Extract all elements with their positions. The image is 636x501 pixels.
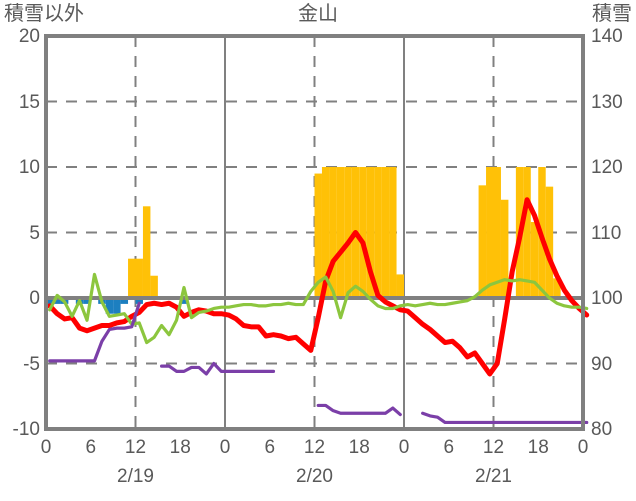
precipitation-bar-blue	[135, 298, 143, 304]
precipitation-bar-blue	[83, 298, 91, 304]
y-axis-right-tick: 100	[591, 288, 623, 309]
precipitation-bar-orange	[344, 167, 352, 298]
x-axis-tick: 6	[85, 437, 97, 458]
temperature-line-red	[47, 197, 590, 377]
precipitation-bar-orange	[321, 167, 330, 298]
line-series-group	[47, 197, 590, 425]
x-axis-tick: 6	[264, 437, 276, 458]
x-axis-tick: 18	[348, 437, 370, 458]
precipitation-bar-orange	[381, 167, 390, 298]
x-axis-day-label: 2/19	[117, 466, 154, 487]
y-axis-left-tick: -10	[12, 419, 40, 440]
y-axis-right-tick: 110	[591, 222, 622, 244]
precipitation-bar-orange	[336, 167, 345, 298]
plot-frame	[44, 34, 585, 431]
y-axis-left-tick: -5	[23, 353, 40, 375]
precipitation-bar-orange	[486, 167, 494, 298]
x-axis-tick: 18	[527, 437, 549, 458]
precipitation-bar-orange	[359, 167, 367, 298]
precipitation-bar-blue	[53, 298, 61, 304]
snow-depth-line-purple	[160, 361, 276, 376]
x-axis-tick: 0	[577, 437, 589, 458]
precipitation-bar-orange	[478, 185, 487, 298]
humidity-line-green	[48, 272, 589, 345]
precipitation-bar-orange	[389, 167, 397, 298]
precipitation-bar-orange	[530, 222, 539, 298]
bar-series-group	[46, 167, 561, 314]
y-axis-right-tick: 80	[591, 419, 613, 440]
x-axis-tick: 12	[124, 437, 147, 458]
x-axis-day-label: 2/20	[296, 466, 333, 487]
chart-title: 金山	[298, 3, 338, 25]
x-axis-day-label: 2/21	[475, 466, 512, 487]
precipitation-bar-orange	[128, 258, 136, 298]
y-axis-left-tick: 0	[29, 288, 40, 309]
y-axis-left-tick: 15	[18, 91, 40, 113]
precipitation-bar-orange	[396, 274, 404, 298]
y-axis-left-tick: 20	[18, 26, 40, 47]
precipitation-bar-orange	[545, 186, 554, 298]
x-axis-tick: 6	[443, 437, 455, 458]
x-axis-tick: 0	[40, 437, 52, 458]
x-axis-tick: 12	[303, 437, 326, 458]
precipitation-bar-blue	[120, 298, 129, 304]
precipitation-bar-orange	[493, 167, 501, 298]
y-axis-left-tick: 10	[18, 157, 40, 178]
x-axis-tick: 0	[219, 437, 231, 458]
precipitation-bar-orange	[366, 167, 375, 298]
precipitation-bar-orange	[314, 173, 322, 298]
y-axis-right-tick: 130	[591, 91, 623, 113]
x-axis-tick: 0	[398, 437, 410, 458]
y-axis-right-tick: 120	[591, 157, 623, 178]
y-axis-right-tick: 90	[591, 353, 613, 375]
precipitation-bar-orange	[135, 258, 143, 298]
precipitation-bar-blue	[46, 298, 54, 304]
precipitation-bar-orange	[500, 199, 509, 298]
x-axis-tick: 18	[169, 437, 191, 458]
right-axis-title: 積雪	[592, 3, 632, 25]
y-axis-left-tick: 5	[29, 222, 40, 244]
x-axis-tick: 12	[482, 437, 505, 458]
left-axis-title: 積雪以外	[4, 3, 84, 25]
precipitation-bar-orange	[374, 167, 382, 298]
y-axis-right-tick: 140	[591, 26, 623, 47]
precipitation-bar-orange	[523, 167, 531, 298]
precipitation-bar-orange	[150, 275, 158, 298]
precipitation-bar-blue	[113, 298, 121, 314]
snow-depth-line-purple	[48, 301, 141, 363]
precipitation-bar-orange	[142, 206, 151, 298]
precipitation-bar-orange	[329, 167, 337, 298]
snow-depth-line-purple	[316, 403, 402, 417]
precipitation-bar-blue	[105, 298, 114, 314]
plot-border	[44, 34, 585, 431]
precipitation-bar-blue	[180, 298, 188, 304]
snow-depth-line-purple	[421, 411, 589, 425]
precipitation-bar-orange	[553, 278, 561, 298]
